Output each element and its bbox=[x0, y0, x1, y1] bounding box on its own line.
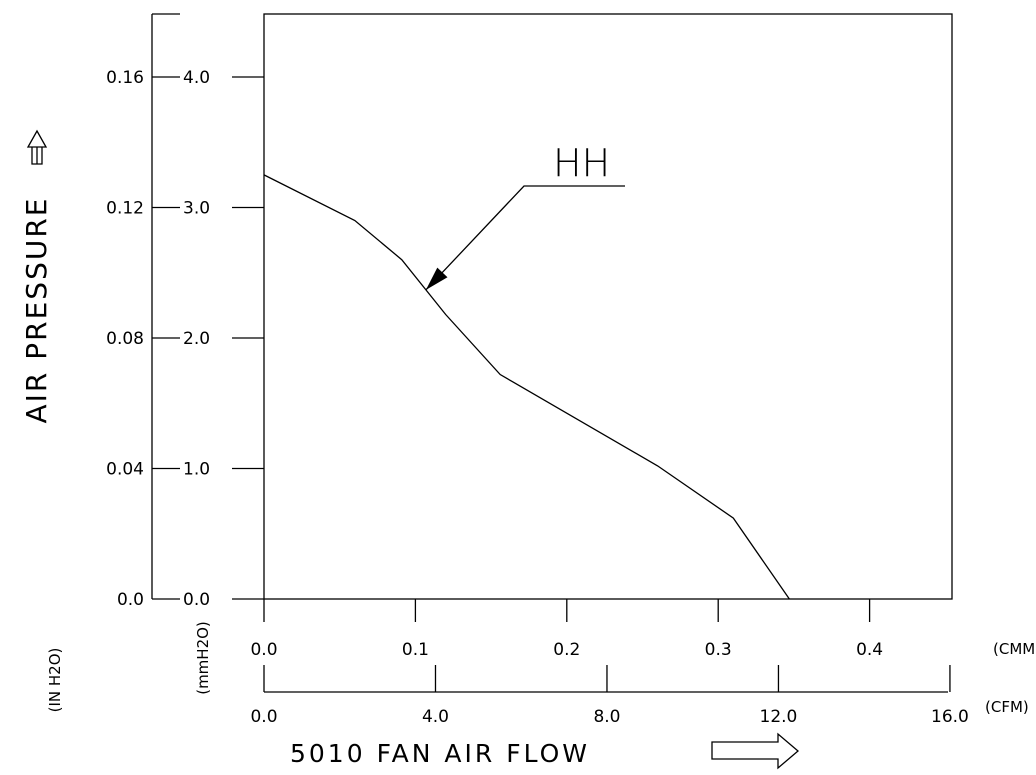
x-tick-label: 0.0 bbox=[250, 640, 277, 660]
x-tick-label: 12.0 bbox=[760, 707, 798, 727]
x-unit-cmm: (CMM) bbox=[993, 640, 1036, 658]
y-axis-in-h2o: 0.0 0.04 0.08 0.12 0.16 bbox=[106, 13, 180, 610]
x-tick-label: 0.2 bbox=[553, 640, 580, 660]
x-tick-label: 16.0 bbox=[931, 707, 969, 727]
annotation-leader-line bbox=[425, 185, 625, 291]
x-axis-arrow-icon bbox=[711, 732, 800, 770]
y-unit-mmh2o: (mmH2O) bbox=[194, 621, 212, 695]
x-tick-label: 0.0 bbox=[250, 707, 277, 727]
series-line-hh bbox=[263, 174, 790, 600]
plot-frame bbox=[263, 13, 953, 600]
y-tick-label: 2.0 bbox=[183, 329, 210, 349]
x-axis-cmm: 0.0 0.1 0.2 0.3 0.4 bbox=[250, 599, 883, 660]
y-tick-label: 0.04 bbox=[106, 460, 144, 480]
x-tick-label: 4.0 bbox=[422, 707, 449, 727]
x-axis-title: 5010 FAN AIR FLOW bbox=[290, 739, 590, 768]
y-tick-label: 1.0 bbox=[183, 460, 210, 480]
y-tick-label: 3.0 bbox=[183, 199, 210, 219]
x-unit-cfm: (CFM) bbox=[985, 698, 1029, 716]
series-layer: HH bbox=[263, 141, 790, 600]
x-tick-label: 0.1 bbox=[402, 640, 429, 660]
x-axis-cfm: 0.0 4.0 8.0 12.0 16.0 bbox=[250, 665, 969, 727]
x-tick-label: 0.3 bbox=[705, 640, 732, 660]
y-tick-label: 0.08 bbox=[106, 329, 144, 349]
y-tick-label: 0.0 bbox=[183, 590, 210, 610]
y-unit-in-h2o: (IN H2O) bbox=[46, 648, 64, 713]
series-label-hh: HH bbox=[553, 141, 610, 185]
y-axis-arrow-icon bbox=[26, 129, 48, 165]
y-tick-label: 0.0 bbox=[117, 590, 144, 610]
y-tick-label: 0.12 bbox=[106, 199, 144, 219]
y-tick-label: 0.16 bbox=[106, 68, 144, 88]
x-tick-label: 8.0 bbox=[593, 707, 620, 727]
y-tick-label: 4.0 bbox=[183, 68, 210, 88]
y-axis-mmh2o: 0.0 1.0 2.0 3.0 4.0 bbox=[183, 68, 264, 610]
annotation-arrowhead bbox=[425, 267, 448, 290]
y-axis-title: AIR PRESSURE bbox=[20, 197, 53, 424]
x-tick-label: 0.4 bbox=[856, 640, 883, 660]
